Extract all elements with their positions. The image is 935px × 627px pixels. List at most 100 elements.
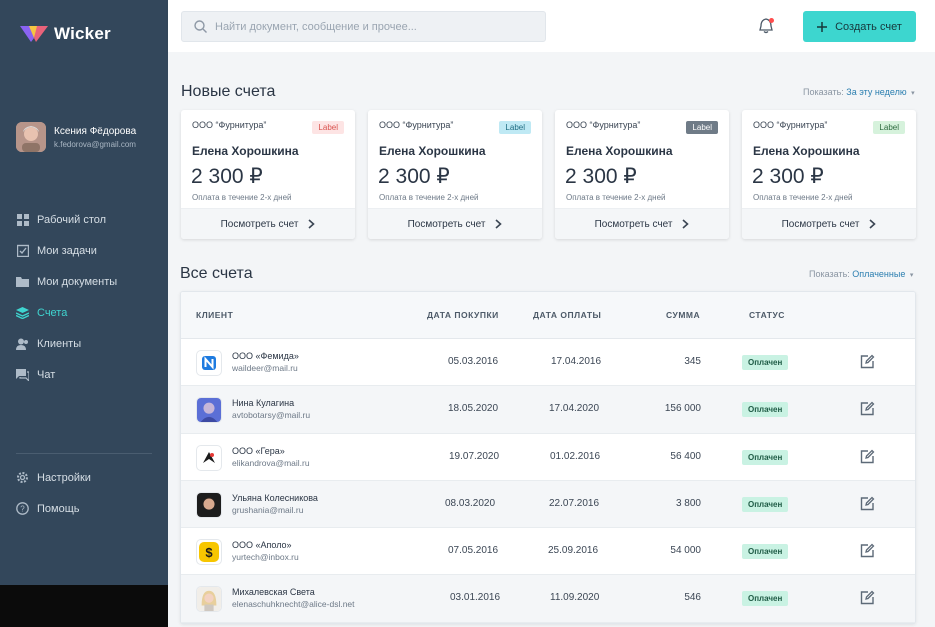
edit-icon[interactable] <box>860 401 875 416</box>
help-icon: ? <box>16 502 29 515</box>
nav-item-tasks[interactable]: Мои задачи <box>16 235 156 266</box>
avatar <box>16 122 46 152</box>
view-invoice-label: Посмотреть счет <box>407 218 486 230</box>
invoices-table: КЛИЕНТ ДАТА ПОКУПКИ ДАТА ОПЛАТЫ СУММА СТ… <box>180 291 916 624</box>
avatar <box>196 397 222 424</box>
payment-date: 17.04.2016 <box>551 356 602 367</box>
nav-item-invoices[interactable]: Счета <box>16 297 156 328</box>
filter-label: Показать: <box>809 269 850 279</box>
chevron-down-icon: ▾ <box>909 272 914 279</box>
client-email: yurtech@inbox.ru <box>232 552 299 563</box>
nav-item-documents[interactable]: Мои документы <box>16 266 156 297</box>
bell-icon <box>759 18 773 34</box>
chat-icon <box>16 368 29 381</box>
card-badge: Label <box>312 121 344 134</box>
table-row[interactable]: Михалевская Света elenaschuhknecht@alice… <box>181 575 915 623</box>
divider <box>16 453 152 454</box>
edit-icon[interactable] <box>860 496 875 511</box>
table-row[interactable]: ООО «Фемида» waildeer@mail.ru 05.03.2016… <box>181 339 915 387</box>
card-client-name: Елена Хорошкина <box>192 144 299 158</box>
app-name: Wicker <box>54 24 111 43</box>
nav-item-settings[interactable]: Настройки <box>16 462 156 493</box>
avatar <box>196 491 222 518</box>
card-note: Оплата в течение 2-х дней <box>566 193 666 202</box>
chevron-right-icon <box>495 219 503 229</box>
card-company: ООО “Фурнитура” <box>753 120 828 130</box>
status-badge: Оплачен <box>742 591 789 607</box>
purchase-date: 05.03.2016 <box>448 356 499 367</box>
card-amount: 2 300 ₽ <box>378 165 450 188</box>
card-client-name: Елена Хорошкина <box>753 144 860 158</box>
nav-item-clients[interactable]: Клиенты <box>16 328 156 359</box>
invoice-card[interactable]: ООО “Фурнитура” Label Елена Хорошкина 2 … <box>555 110 729 239</box>
status-badge: Оплачен <box>742 402 789 418</box>
view-invoice-button[interactable]: Посмотреть счет <box>181 208 355 239</box>
create-invoice-button[interactable]: Создать счет <box>803 11 916 42</box>
nav-item-dashboard[interactable]: Рабочий стол <box>16 204 156 235</box>
new-invoices-filter[interactable]: Показать: За эту неделю ▾ <box>803 87 915 97</box>
client-name: ООО «Аполо» <box>232 540 292 551</box>
table-header: КЛИЕНТ ДАТА ПОКУПКИ ДАТА ОПЛАТЫ СУММА СТ… <box>181 292 915 339</box>
user-email: k.fedorova@gmail.com <box>54 139 136 149</box>
invoice-sum: 56 400 <box>670 450 701 462</box>
column-payment-date[interactable]: ДАТА ОПЛАТЫ <box>533 310 602 320</box>
table-row[interactable]: Нина Кулагина avtobotarsy@mail.ru 18.05.… <box>181 386 915 434</box>
nav-label: Мои документы <box>37 275 118 288</box>
view-invoice-label: Посмотреть счет <box>781 218 860 230</box>
edit-icon[interactable] <box>860 354 875 369</box>
invoice-sum: 546 <box>684 592 701 604</box>
notification-dot <box>769 18 774 23</box>
table-row[interactable]: $ ООО «Аполо» yurtech@inbox.ru 07.05.201… <box>181 528 915 576</box>
all-invoices-title: Все счета <box>180 265 253 282</box>
status-badge: Оплачен <box>742 449 789 465</box>
user-profile[interactable]: Ксения Фёдорова k.fedorova@gmail.com <box>16 122 136 152</box>
logo[interactable]: Wicker <box>20 24 111 44</box>
filter-label: Показать: <box>803 87 844 97</box>
filter-value: За эту неделю <box>846 87 907 97</box>
card-note: Оплата в течение 2-х дней <box>192 193 292 202</box>
invoice-sum: 156 000 <box>664 403 701 415</box>
edit-icon[interactable] <box>860 590 875 605</box>
card-company: ООО “Фурнитура” <box>379 120 454 130</box>
client-email: waildeer@mail.ru <box>232 363 298 373</box>
table-row[interactable]: Ульяна Колесникова grushania@mail.ru 08.… <box>181 480 915 529</box>
all-invoices-filter[interactable]: Показать: Оплаченные ▾ <box>809 269 913 279</box>
column-sum[interactable]: СУММА <box>666 310 701 320</box>
card-note: Оплата в течение 2-х дней <box>753 193 853 202</box>
nav-item-chat[interactable]: Чат <box>16 359 156 390</box>
invoice-card[interactable]: ООО “Фурнитура” Label Елена Хорошкина 2 … <box>368 110 542 239</box>
gear-icon <box>16 471 29 484</box>
nav-label: Клиенты <box>37 337 82 350</box>
card-amount: 2 300 ₽ <box>565 165 637 188</box>
view-invoice-button[interactable]: Посмотреть счет <box>368 208 542 239</box>
card-badge: Label <box>873 121 905 134</box>
client-name: ООО «Гера» <box>232 445 285 456</box>
view-invoice-button[interactable]: Посмотреть счет <box>742 208 916 239</box>
main-content: Новые счета Показать: За эту неделю ▾ ОО… <box>168 52 935 627</box>
invoice-card[interactable]: ООО “Фурнитура” Label Елена Хорошкина 2 … <box>181 110 355 239</box>
search-box[interactable] <box>181 11 546 42</box>
client-email: elenaschuhknecht@alice-dsl.net <box>232 599 355 610</box>
chevron-right-icon <box>682 219 690 229</box>
view-invoice-button[interactable]: Посмотреть счет <box>555 208 729 239</box>
create-invoice-label: Создать счет <box>835 20 902 33</box>
nav-item-help[interactable]: ? Помощь <box>16 493 156 524</box>
notification-bell[interactable] <box>759 18 774 34</box>
invoice-card[interactable]: ООО “Фурнитура” Label Елена Хорошкина 2 … <box>742 110 916 239</box>
dashboard-icon <box>16 213 29 226</box>
card-amount: 2 300 ₽ <box>752 165 824 188</box>
column-client[interactable]: КЛИЕНТ <box>196 310 234 320</box>
chevron-right-icon <box>869 219 877 229</box>
status-badge: Оплачен <box>742 544 789 560</box>
table-row[interactable]: ООО «Гера» elikandrova@mail.ru 19.07.202… <box>181 434 915 481</box>
edit-icon[interactable] <box>860 449 875 464</box>
status-badge: Оплачен <box>742 496 789 512</box>
client-name: Ульяна Колесникова <box>232 492 318 503</box>
nav-label: Чат <box>37 368 56 381</box>
search-input[interactable] <box>215 20 515 33</box>
column-status[interactable]: СТАТУС <box>749 310 785 320</box>
purchase-date: 19.07.2020 <box>449 450 500 462</box>
column-purchase-date[interactable]: ДАТА ПОКУПКИ <box>427 310 499 320</box>
edit-icon[interactable] <box>860 543 875 558</box>
topbar: Создать счет <box>168 0 935 52</box>
